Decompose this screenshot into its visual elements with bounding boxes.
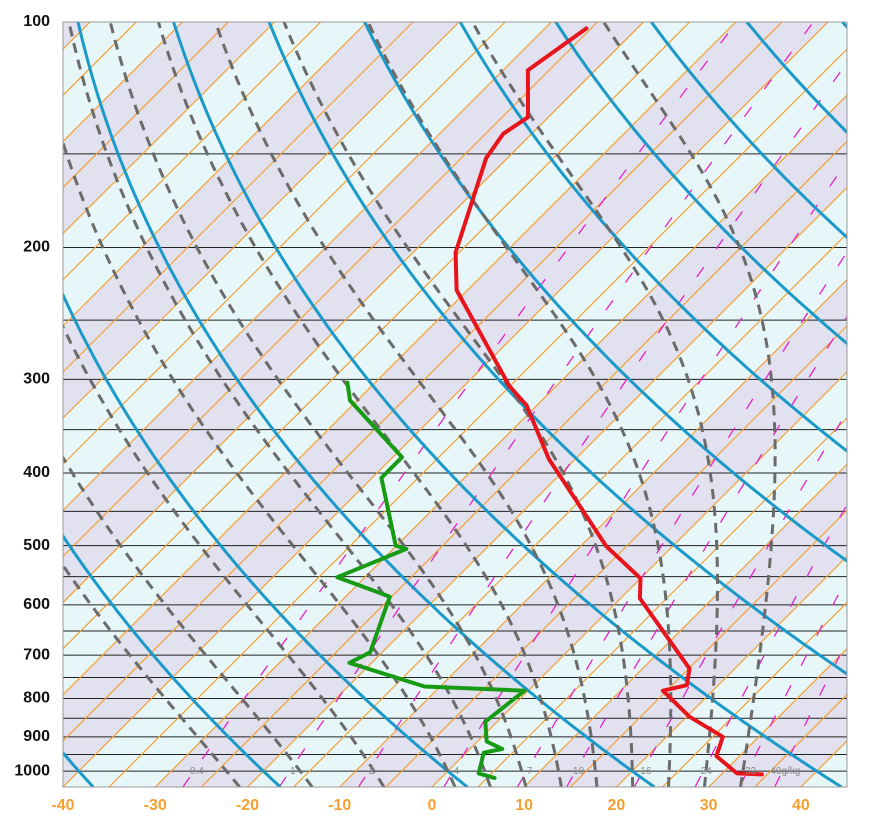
isotherm	[477, 417, 847, 787]
dry-adiabat	[554, 22, 847, 346]
mixing-ratio-line	[278, 22, 814, 787]
moist-adiabat	[63, 562, 241, 787]
y-tick-label: 500	[23, 537, 50, 554]
mixing-ratio-label: 4	[454, 766, 460, 777]
isotherm	[63, 22, 644, 604]
isotherm	[523, 463, 847, 787]
dry-adiabat	[458, 22, 847, 453]
y-tick-label: 400	[23, 464, 50, 481]
moist-adiabat	[282, 22, 635, 787]
mixing-ratio-label: 16	[640, 766, 652, 777]
isotherm	[200, 140, 847, 787]
mixing-ratio-line	[182, 22, 738, 787]
moist-adiabat	[156, 22, 563, 787]
mixing-ratio-label: 10	[573, 766, 585, 777]
isotherm	[569, 509, 847, 787]
isotherm	[108, 48, 847, 787]
isotherm	[339, 278, 847, 787]
dry-adiabat	[63, 291, 469, 787]
isotherm	[846, 786, 847, 787]
mixing-ratio-label: 2	[369, 766, 375, 777]
dewpoint-line	[335, 380, 527, 780]
isotherm	[63, 22, 368, 327]
isotherm	[63, 22, 506, 466]
isotherm	[247, 186, 847, 787]
x-tick-label: 0	[427, 797, 436, 814]
plot-frame	[62, 21, 848, 788]
isotherm	[154, 94, 847, 787]
isotherm	[63, 22, 414, 373]
x-tick-label: -40	[51, 797, 74, 814]
isotherm	[63, 22, 229, 189]
y-tick-label: 300	[23, 371, 50, 388]
x-tick-label: 40	[792, 797, 810, 814]
isotherm	[615, 555, 847, 787]
mixing-ratio-label: 1	[290, 766, 296, 777]
mixing-ratio-label: 32	[745, 766, 757, 777]
mixing-ratio-label: 24	[701, 766, 713, 777]
mixing-ratio-label: 7	[527, 766, 533, 777]
isotherm	[63, 22, 322, 281]
isotherm	[293, 232, 847, 787]
temperature-band	[63, 22, 847, 787]
mixing-ratio-label: 40g/kg	[770, 766, 800, 777]
temperature-line	[453, 26, 764, 777]
y-tick-label: 900	[23, 728, 50, 745]
isotherm	[63, 22, 552, 512]
moist-adiabat	[67, 22, 492, 787]
y-tick-label: 800	[23, 690, 50, 707]
isotherm	[431, 371, 847, 787]
isotherm	[63, 22, 829, 787]
x-tick-label: -30	[144, 797, 167, 814]
x-tick-label: -10	[328, 797, 351, 814]
mixing-ratio-line	[358, 61, 847, 787]
plot-area	[0, 22, 847, 787]
y-tick-label: 200	[23, 239, 50, 256]
isotherm	[385, 324, 847, 787]
isotherm	[0, 22, 44, 787]
y-tick-label: 1000	[14, 762, 50, 779]
moist-adiabat	[108, 22, 528, 787]
x-tick-label: 10	[515, 797, 533, 814]
mixing-ratio-label: 0.4	[190, 766, 204, 777]
y-tick-label: 100	[23, 13, 50, 30]
x-tick-label: 20	[608, 797, 626, 814]
isotherm	[63, 22, 598, 558]
moist-adiabat	[471, 22, 719, 787]
moist-adiabat	[63, 137, 457, 787]
moist-adiabat	[366, 22, 673, 787]
moist-adiabat	[63, 323, 386, 787]
isotherm	[63, 22, 783, 742]
dry-adiabat	[172, 22, 843, 787]
y-tick-label: 700	[23, 646, 50, 663]
x-tick-label: 30	[700, 797, 718, 814]
isotherm	[63, 22, 276, 235]
moist-adiabat	[602, 22, 777, 787]
dry-adiabat	[267, 22, 847, 676]
dry-adiabat	[363, 22, 847, 563]
dry-adiabat	[63, 533, 282, 787]
moist-adiabat	[213, 22, 599, 787]
isotherm	[708, 647, 847, 787]
x-tick-label: -20	[236, 797, 259, 814]
dry-adiabat	[76, 22, 656, 787]
isotherm	[63, 22, 691, 650]
y-tick-label: 600	[23, 596, 50, 613]
isotherm	[662, 601, 847, 787]
